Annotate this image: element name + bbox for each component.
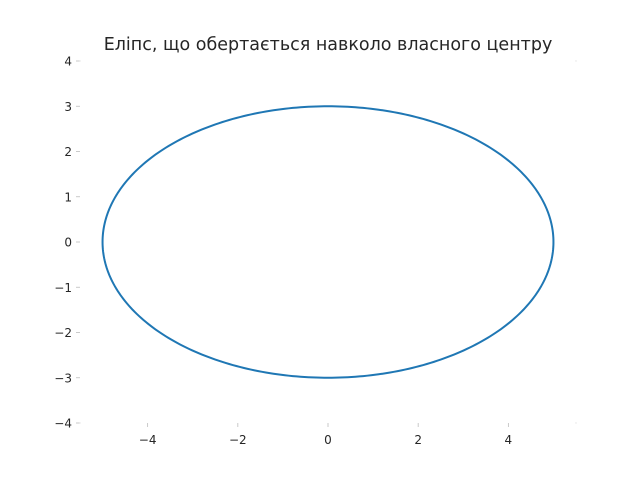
y-tick-label: −1 xyxy=(54,281,72,295)
axes: −4 −3 −2 −1 0 1 2 3 4 −4 −2 0 2 4 xyxy=(54,55,577,447)
x-tick-label: −2 xyxy=(229,433,247,447)
axes-corner-mark xyxy=(575,60,577,62)
x-tick-label: 2 xyxy=(414,433,422,447)
y-tick-label: −2 xyxy=(54,326,72,340)
y-tick-label: 0 xyxy=(64,236,72,250)
y-tick-label: 1 xyxy=(64,190,72,204)
y-tick-label: 2 xyxy=(64,145,72,159)
y-tick-label: 3 xyxy=(64,100,72,114)
y-tick-label: 4 xyxy=(64,55,72,69)
x-tick-label: 4 xyxy=(505,433,513,447)
axes-corner-mark xyxy=(79,60,81,62)
axes-corner-mark xyxy=(575,422,577,424)
plot-area xyxy=(101,105,555,379)
x-tick-label: −4 xyxy=(139,433,157,447)
y-tick-label: −3 xyxy=(54,371,72,385)
axes-corner-mark xyxy=(79,422,81,424)
ellipse-series-line xyxy=(101,105,555,379)
x-tick-label: 0 xyxy=(324,433,332,447)
chart-title: Еліпс, що обертається навколо власного ц… xyxy=(104,35,553,55)
y-tick-label: −4 xyxy=(54,417,72,431)
